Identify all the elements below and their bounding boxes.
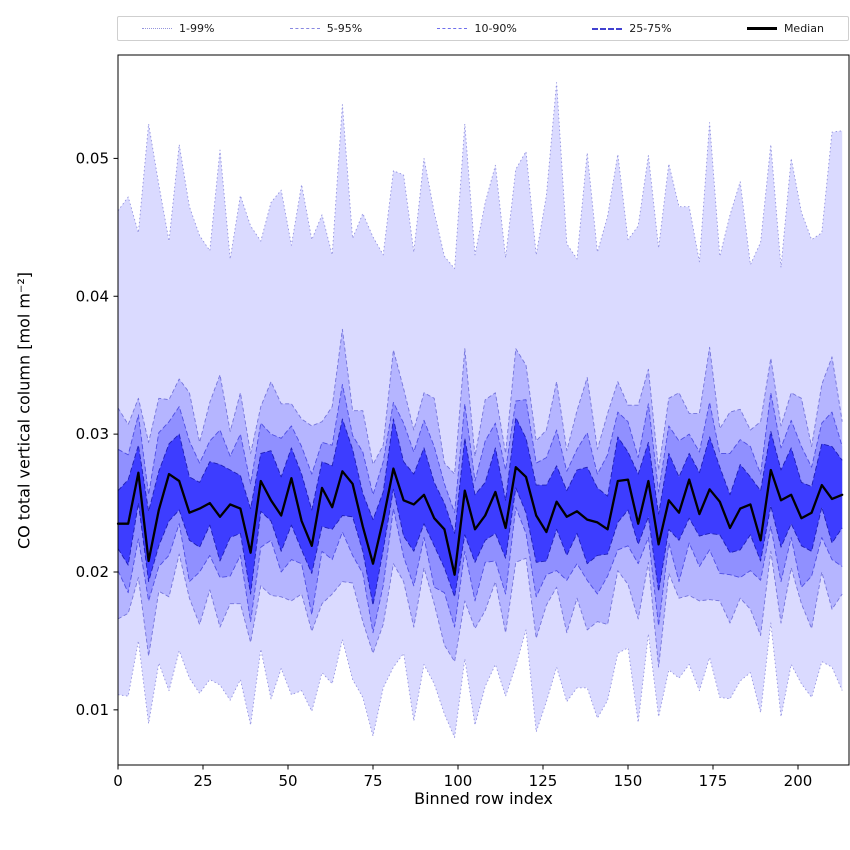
svg-text:125: 125 [529, 772, 558, 790]
svg-text:100: 100 [444, 772, 473, 790]
x-axis-label: Binned row index [414, 789, 553, 808]
svg-text:75: 75 [363, 772, 382, 790]
svg-text:0.02: 0.02 [76, 563, 109, 581]
y-axis-label: CO total vertical column [mol m⁻²] [14, 271, 34, 550]
band-1-99-line-icon [142, 28, 172, 29]
legend-label-1-99: 1-99% [179, 22, 215, 35]
legend-label-10-90: 10-90% [474, 22, 517, 35]
legend-label-median: Median [783, 22, 824, 35]
svg-text:0.04: 0.04 [76, 287, 109, 305]
legend-item-5-95: 5-95% [289, 22, 363, 35]
legend-item-1-99: 1-99% [142, 22, 214, 35]
legend-label-25-75: 25-75% [629, 22, 672, 35]
svg-text:200: 200 [784, 772, 813, 790]
legend-label-5-95: 5-95% [326, 22, 363, 35]
svg-text:0.01: 0.01 [76, 701, 109, 719]
legend: 1-99% 5-95% 10-90% 25-75% Median [117, 16, 849, 41]
svg-text:0: 0 [113, 772, 123, 790]
svg-text:0.05: 0.05 [76, 149, 109, 167]
svg-text:25: 25 [193, 772, 212, 790]
svg-text:0.03: 0.03 [76, 425, 109, 443]
band-10-90-line-icon [437, 28, 468, 29]
svg-text:150: 150 [614, 772, 643, 790]
median-line-icon [746, 27, 777, 30]
svg-text:175: 175 [699, 772, 728, 790]
legend-item-10-90: 10-90% [437, 22, 517, 35]
legend-item-median: Median [746, 22, 824, 35]
legend-item-25-75: 25-75% [592, 22, 672, 35]
svg-text:50: 50 [278, 772, 297, 790]
band-5-95-line-icon [289, 28, 320, 29]
band-25-75-line-icon [592, 27, 623, 30]
